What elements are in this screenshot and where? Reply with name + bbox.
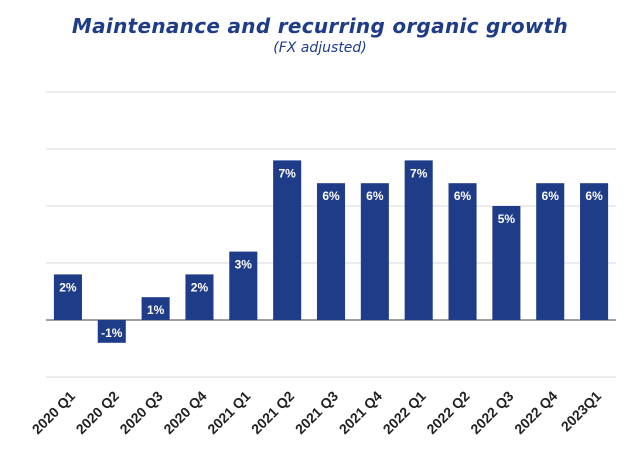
x-tick-label: 2021 Q4 [336, 388, 385, 437]
bar [360, 183, 389, 320]
data-label: 7% [410, 166, 428, 180]
data-label: 6% [322, 189, 340, 203]
bar [53, 274, 82, 320]
x-tick-label: 2022 Q2 [423, 388, 472, 437]
bar [316, 183, 346, 320]
x-tick-label: 2020 Q4 [160, 388, 209, 437]
x-tick-label: 2022 Q4 [511, 388, 560, 437]
x-tick-label: 2020 Q2 [73, 388, 122, 437]
x-tick-label: 2022 Q3 [467, 388, 516, 437]
bar [580, 183, 609, 320]
bar [97, 320, 126, 343]
data-label: 6% [366, 189, 384, 203]
chart-subtitle: (FX adjusted) [273, 40, 367, 56]
bar [273, 160, 302, 320]
data-label: 7% [278, 166, 296, 180]
bar [492, 206, 521, 320]
bar [404, 160, 433, 320]
data-label: 6% [542, 189, 560, 203]
bar [536, 183, 565, 320]
x-tick-label: 2021 Q2 [248, 388, 297, 437]
bar [229, 251, 258, 320]
bar [185, 274, 214, 320]
data-label: 6% [585, 189, 603, 203]
data-label: 5% [498, 212, 516, 226]
data-label: 1% [147, 303, 165, 317]
x-tick-label: 2021 Q3 [292, 388, 341, 437]
bars [53, 160, 609, 343]
data-label: 2% [191, 280, 209, 294]
data-labels: 2% -1% 1% 2% 3% 7% 6% 6% 7% 6% 5% 6% 6% [59, 166, 603, 340]
x-tick-label: 2021 Q1 [204, 388, 253, 437]
chart-title: Maintenance and recurring organic growth [71, 14, 569, 38]
bar [448, 183, 477, 320]
data-label: -1% [101, 326, 123, 340]
data-label: 3% [235, 258, 253, 272]
data-label: 6% [454, 189, 472, 203]
x-tick-label: 2020 Q1 [29, 388, 78, 437]
bar [141, 297, 170, 320]
x-tick-label: 2023Q1 [558, 388, 605, 435]
data-label: 2% [59, 280, 77, 294]
x-tick-label: 2022 Q1 [380, 388, 429, 437]
x-tick-label: 2020 Q3 [116, 388, 165, 437]
